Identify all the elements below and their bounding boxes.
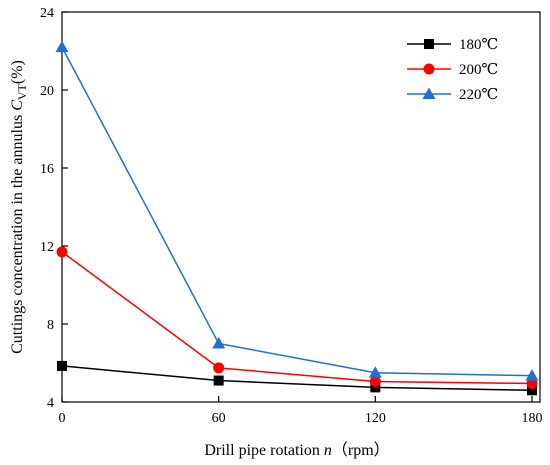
data-point	[213, 362, 225, 374]
data-point	[525, 369, 539, 381]
y-axis-label-symbol: C	[9, 100, 26, 111]
legend-label: 220℃	[459, 87, 498, 103]
plot-area-frame	[61, 11, 541, 403]
series-line	[61, 251, 533, 385]
legend-entry: 220℃	[407, 87, 498, 103]
data-point	[526, 377, 538, 389]
x-axis-label-suffix: （rpm）	[332, 441, 390, 459]
legend-label: 180℃	[459, 37, 498, 53]
x-tick-label: 60	[212, 411, 226, 426]
legend-label: 200℃	[459, 62, 498, 78]
data-point	[370, 382, 381, 393]
series-circle	[56, 246, 538, 389]
legend-marker	[422, 87, 436, 99]
x-tick-label: 0	[59, 411, 66, 426]
y-axis-label: Cuttings concentration in the annulus CV…	[9, 60, 29, 354]
y-axis-label-prefix: Cuttings concentration in the annulus	[9, 111, 26, 354]
data-point	[213, 375, 224, 386]
data-point	[368, 366, 382, 378]
x-tick-label: 180	[522, 411, 543, 426]
data-point	[57, 360, 67, 371]
series-triangle	[55, 40, 539, 381]
data-point	[56, 246, 68, 258]
x-axis-label: Drill pipe rotation n（rpm）	[204, 441, 389, 459]
data-point	[527, 385, 537, 396]
legend-entry: 180℃	[407, 37, 498, 53]
legend-marker	[424, 39, 434, 49]
series-square	[57, 360, 537, 396]
series-line	[61, 365, 533, 392]
y-axis-label-subscript: VT	[15, 83, 29, 100]
series-line	[61, 46, 533, 377]
data-point	[55, 40, 69, 53]
y-axis-label-suffix: (%)	[9, 60, 26, 84]
y-tick-label: 16	[40, 162, 54, 177]
y-tick-label: 20	[40, 84, 54, 99]
x-axis-label-symbol: n	[324, 442, 332, 459]
y-tick-label: 12	[40, 240, 54, 255]
legend-marker	[423, 63, 435, 75]
x-axis-label-prefix: Drill pipe rotation	[204, 442, 324, 459]
y-tick-label: 4	[47, 396, 54, 411]
y-tick-label: 8	[47, 318, 54, 333]
data-point	[369, 376, 381, 388]
data-point	[212, 337, 226, 349]
x-tick-label: 120	[365, 411, 386, 426]
legend-entry: 200℃	[407, 62, 498, 78]
y-tick-label: 24	[40, 6, 54, 21]
